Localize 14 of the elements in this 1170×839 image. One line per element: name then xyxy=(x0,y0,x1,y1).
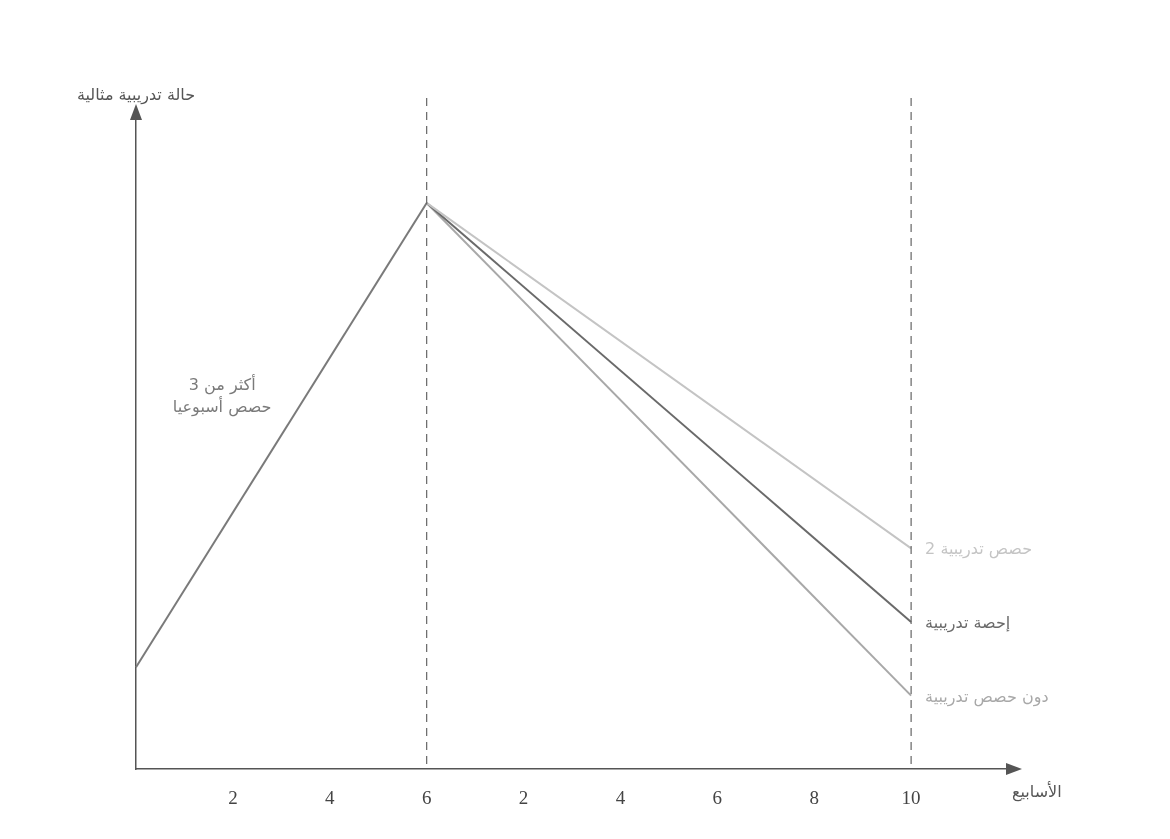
x-tick-label: 8 xyxy=(809,786,819,808)
series-label: أكثر من 3 حصص أسبوعيا xyxy=(172,373,272,417)
series-label: دون حصص تدريبية xyxy=(925,686,1049,707)
x-tick-label: 4 xyxy=(325,786,336,808)
text: حالة تدريبية مثالية xyxy=(76,85,196,105)
series-label: إحصة تدريبية xyxy=(925,612,1011,633)
x-tick-label: 6 xyxy=(421,786,432,808)
x-tick-label: 10 xyxy=(901,786,921,808)
series-label: 2 حصص تدريبية xyxy=(925,539,1033,560)
x-tick-label: 6 xyxy=(712,786,723,808)
x-tick-label: 4 xyxy=(615,786,626,808)
x-tick-label: 2 xyxy=(228,786,238,808)
x-axis-title: الأسابيع xyxy=(1012,781,1062,803)
x-tick-label: 2 xyxy=(518,786,529,808)
